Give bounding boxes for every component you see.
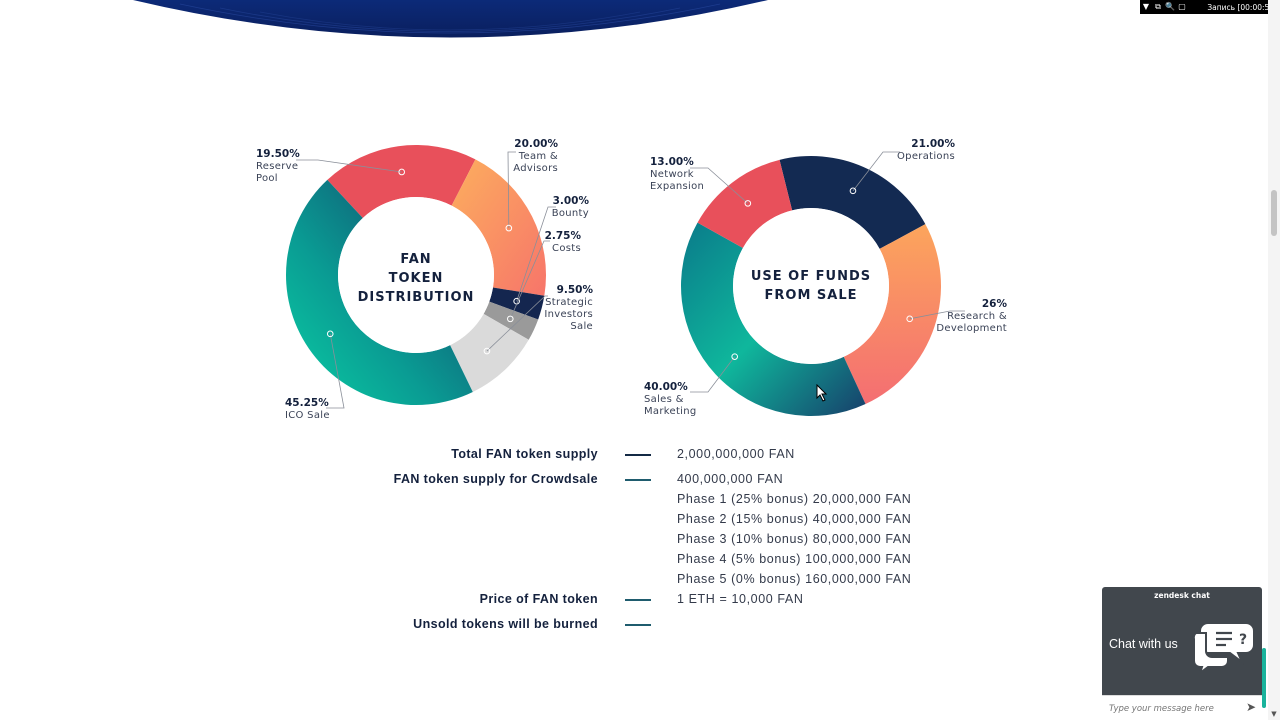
fact-dash	[625, 479, 651, 481]
chat-input-row: ➤	[1102, 695, 1262, 720]
leader-line	[852, 151, 900, 192]
send-icon[interactable]: ➤	[1245, 700, 1256, 714]
leader-line	[486, 295, 548, 352]
leader-line	[690, 356, 736, 393]
slice-category-label: Expansion	[650, 181, 704, 192]
slice-category-label: ICO Sale	[285, 410, 330, 421]
slice-research-development	[843, 224, 941, 405]
leader-line	[507, 151, 516, 229]
fact-dash	[625, 454, 651, 456]
slice-value-label: 13.00%	[650, 156, 694, 168]
slice-value-label: 21.00%	[911, 138, 955, 150]
frame-icon[interactable]: ▢	[1178, 2, 1186, 11]
slice-marker	[506, 315, 514, 323]
token-distribution-title-line3: DISTRIBUTION	[358, 290, 475, 305]
slice-category-label: Strategic	[545, 297, 593, 308]
chat-brand: zendesk chat	[1154, 591, 1210, 600]
slice-value-label: 40.00%	[644, 381, 688, 393]
svg-text:?: ?	[1239, 632, 1247, 648]
slice-category-label: Reserve	[256, 161, 298, 172]
slice-sales-marketing	[681, 222, 866, 417]
slice-category-label: Marketing	[644, 406, 697, 417]
scrollbar-thumb[interactable]	[1271, 190, 1277, 236]
slice-value-label: 20.00%	[514, 138, 558, 150]
fact-dash	[625, 599, 651, 601]
slice-costs	[483, 301, 539, 340]
leader-line	[516, 206, 556, 302]
slice-category-label: Costs	[552, 243, 581, 254]
token-distribution-title-line2: TOKEN	[389, 271, 444, 286]
slice-category-label: Network	[650, 169, 694, 180]
slice-category-label: Sale	[570, 321, 593, 332]
fact-value-phase-3: Phase 3 (10% bonus) 80,000,000 FAN	[677, 532, 912, 546]
fact-value-crowdsale-supply: 400,000,000 FAN	[677, 472, 784, 486]
leader-line	[326, 333, 345, 409]
fact-value-phase-4: Phase 4 (5% bonus) 100,000,000 FAN	[677, 552, 912, 566]
slice-value-label: 9.50%	[557, 284, 594, 296]
use-of-funds-hole	[733, 208, 889, 364]
slice-value-label: 45.25%	[285, 397, 329, 409]
slice-value-label: 3.00%	[553, 195, 590, 207]
leader-line	[509, 240, 550, 320]
leader-line	[909, 310, 965, 320]
slice-operations	[779, 155, 926, 249]
fact-value-phase-1: Phase 1 (25% bonus) 20,000,000 FAN	[677, 492, 912, 506]
slice-marker	[483, 347, 491, 355]
chat-with-us-label[interactable]: Chat with us	[1109, 637, 1178, 651]
slice-marker	[326, 330, 334, 338]
scroll-down-arrow-icon[interactable]: ▼	[1271, 710, 1277, 718]
use-of-funds-title-line1: USE OF FUNDS	[751, 269, 871, 284]
page-scrollbar[interactable]: ▼	[1268, 0, 1280, 720]
screen-recorder-bar: ▼ ⧉ 🔍 ▢ Запись [00:00:54]	[1140, 0, 1280, 14]
slice-category-label: Sales &	[644, 394, 684, 405]
dropdown-icon[interactable]: ▼	[1142, 2, 1150, 11]
slice-marker	[849, 187, 857, 195]
slice-reserve-pool	[327, 145, 476, 218]
fact-value-phase-2: Phase 2 (15% bonus) 40,000,000 FAN	[677, 512, 912, 526]
chat-widget[interactable]: zendesk chat Chat with us ? ➤	[1102, 587, 1262, 720]
slice-category-label: Team &	[518, 151, 558, 162]
slice-marker	[906, 315, 913, 323]
slice-value-label: 19.50%	[256, 148, 300, 160]
fact-value-total-supply: 2,000,000,000 FAN	[677, 447, 795, 461]
slice-category-label: Investors	[544, 309, 593, 320]
windows-icon[interactable]: ⧉	[1155, 2, 1161, 11]
slice-marker	[731, 353, 738, 360]
recording-timer: Запись [00:00:54]	[1207, 2, 1277, 12]
slice-category-label: Bounty	[552, 208, 589, 219]
fact-label-total-supply: Total FAN token supply	[451, 447, 598, 461]
slice-category-label: Development	[936, 323, 1007, 334]
use-of-funds-chart: 21.00%Operations 26%Research &Development…	[644, 138, 1007, 417]
chat-message-input[interactable]	[1107, 700, 1239, 717]
fact-label-price: Price of FAN token	[479, 592, 598, 606]
slice-value-label: 26%	[982, 298, 1008, 310]
slice-marker	[744, 200, 752, 207]
fact-label-crowdsale-supply: FAN token supply for Crowdsale	[393, 472, 598, 486]
slice-category-label: Research &	[947, 311, 1007, 322]
zoom-icon[interactable]: 🔍	[1165, 2, 1175, 11]
slice-marker	[398, 168, 406, 176]
slice-value-label: 2.75%	[545, 230, 582, 242]
mouse-cursor-icon	[816, 384, 828, 402]
slice-category-label: Advisors	[513, 163, 558, 174]
fact-dash	[625, 624, 651, 626]
leader-line	[690, 167, 749, 204]
slice-team-advisors	[451, 159, 546, 296]
token-distribution-title-line1: FAN	[400, 252, 431, 267]
fact-label-unsold-burned: Unsold tokens will be burned	[413, 617, 598, 631]
fact-value-price: 1 ETH = 10,000 FAN	[677, 592, 804, 606]
slice-marker	[505, 224, 513, 232]
use-of-funds-title-line2: FROM SALE	[765, 288, 858, 303]
chat-bubble-icon: ?	[1192, 622, 1255, 671]
chat-accent-bar	[1262, 648, 1266, 708]
token-distribution-hole	[338, 197, 494, 353]
hero-wave-decoration	[133, 0, 768, 38]
fact-value-phase-5: Phase 5 (0% bonus) 160,000,000 FAN	[677, 572, 912, 586]
leader-line	[296, 159, 402, 173]
slice-category-label: Operations	[897, 151, 955, 162]
slice-category-label: Pool	[256, 173, 278, 184]
